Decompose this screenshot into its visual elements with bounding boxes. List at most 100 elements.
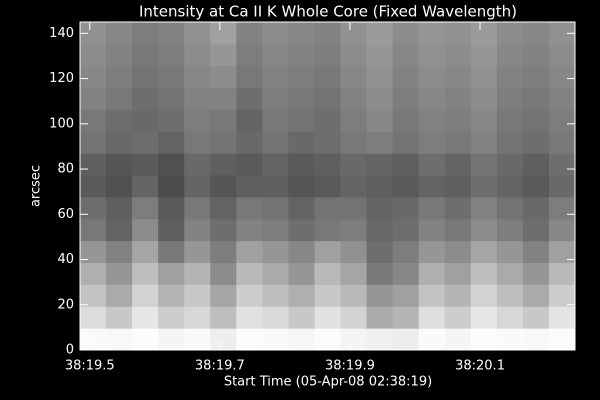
x-tick-label: 38:19.7	[195, 359, 245, 374]
heatmap-cell	[418, 131, 446, 154]
heatmap-cell	[210, 284, 237, 307]
heatmap-cell	[366, 328, 394, 351]
heatmap-cell	[236, 153, 263, 176]
heatmap-cell	[314, 153, 342, 176]
heatmap-cell	[340, 175, 368, 198]
heatmap-cell	[444, 328, 472, 351]
heatmap-cell	[418, 175, 446, 198]
heatmap-cell	[392, 175, 420, 198]
heatmap-cell	[314, 240, 342, 264]
y-tick-label: 120	[49, 71, 74, 86]
heatmap-cell	[158, 22, 185, 45]
heatmap	[80, 22, 576, 351]
heatmap-cell	[548, 131, 576, 154]
heatmap-cell	[106, 43, 133, 67]
heatmap-cell	[80, 196, 107, 220]
heatmap-cell	[366, 87, 394, 110]
heatmap-cell	[340, 131, 368, 154]
heatmap-cell	[470, 43, 498, 67]
heatmap-cell	[548, 284, 576, 307]
heatmap-cell	[210, 240, 237, 264]
heatmap-cell	[80, 218, 107, 242]
heatmap-cell	[314, 87, 342, 110]
heatmap-cell	[418, 328, 446, 351]
heatmap-cell	[444, 218, 472, 242]
heatmap-cell	[262, 262, 289, 285]
heatmap-cell	[262, 306, 289, 329]
heatmap-cell	[236, 284, 263, 307]
heatmap-cell	[470, 218, 498, 242]
heatmap-cell	[522, 153, 550, 176]
heatmap-cell	[288, 175, 315, 198]
heatmap-cell	[366, 131, 394, 154]
heatmap-cell	[262, 131, 289, 154]
heatmap-cell	[314, 284, 342, 307]
heatmap-cell	[340, 328, 368, 351]
heatmap-cell	[132, 240, 159, 264]
heatmap-cell	[80, 240, 107, 264]
heatmap-cell	[340, 43, 368, 67]
heatmap-cell	[366, 240, 394, 264]
heatmap-cell	[340, 65, 368, 89]
heatmap-cell	[392, 22, 420, 45]
heatmap-cell	[184, 131, 211, 154]
heatmap-cell	[366, 175, 394, 198]
heatmap-cell	[548, 109, 576, 132]
heatmap-cell	[366, 153, 394, 176]
heatmap-cell	[288, 284, 315, 307]
heatmap-cell	[496, 175, 524, 198]
heatmap-cell	[184, 175, 211, 198]
heatmap-cell	[340, 196, 368, 220]
heatmap-cell	[548, 153, 576, 176]
heatmap-cell	[418, 196, 446, 220]
heatmap-cell	[314, 328, 342, 351]
heatmap-cell	[314, 175, 342, 198]
heatmap-cell	[444, 284, 472, 307]
heatmap-cell	[210, 218, 237, 242]
heatmap-cell	[236, 262, 263, 285]
heatmap-cell	[80, 22, 107, 45]
y-tick-label: 80	[57, 162, 74, 177]
heatmap-cell	[548, 87, 576, 110]
heatmap-cell	[522, 328, 550, 351]
heatmap-cell	[262, 153, 289, 176]
heatmap-cell	[262, 87, 289, 110]
heatmap-cell	[210, 65, 237, 89]
heatmap-cell	[392, 262, 420, 285]
x-tick-label: 38:20.1	[455, 359, 505, 374]
heatmap-cell	[210, 109, 237, 132]
heatmap-cell	[496, 284, 524, 307]
heatmap-cell	[418, 153, 446, 176]
heatmap-cell	[496, 65, 524, 89]
heatmap-cell	[470, 153, 498, 176]
heatmap-cell	[548, 262, 576, 285]
heatmap-cell	[548, 43, 576, 67]
heatmap-cell	[418, 218, 446, 242]
heatmap-cell	[340, 109, 368, 132]
heatmap-cell	[236, 109, 263, 132]
heatmap-cell	[496, 196, 524, 220]
heatmap-cell	[496, 153, 524, 176]
heatmap-cell	[184, 65, 211, 89]
heatmap-cell	[496, 328, 524, 351]
plot-frame	[79, 21, 576, 351]
heatmap-cell	[392, 43, 420, 67]
heatmap-cell	[470, 328, 498, 351]
heatmap-cell	[288, 43, 315, 67]
y-tick-label: 40	[57, 252, 74, 267]
heatmap-cell	[210, 22, 237, 45]
heatmap-cell	[80, 175, 107, 198]
heatmap-cell	[392, 196, 420, 220]
heatmap-cell	[158, 43, 185, 67]
heatmap-cell	[288, 240, 315, 264]
y-tick-label: 60	[57, 207, 74, 222]
heatmap-cell	[236, 306, 263, 329]
heatmap-cell	[132, 196, 159, 220]
heatmap-cell	[132, 109, 159, 132]
heatmap-cell	[418, 87, 446, 110]
heatmap-cell	[444, 175, 472, 198]
heatmap-cell	[548, 240, 576, 264]
heatmap-cell	[496, 262, 524, 285]
heatmap-cell	[470, 65, 498, 89]
heatmap-cell	[80, 43, 107, 67]
